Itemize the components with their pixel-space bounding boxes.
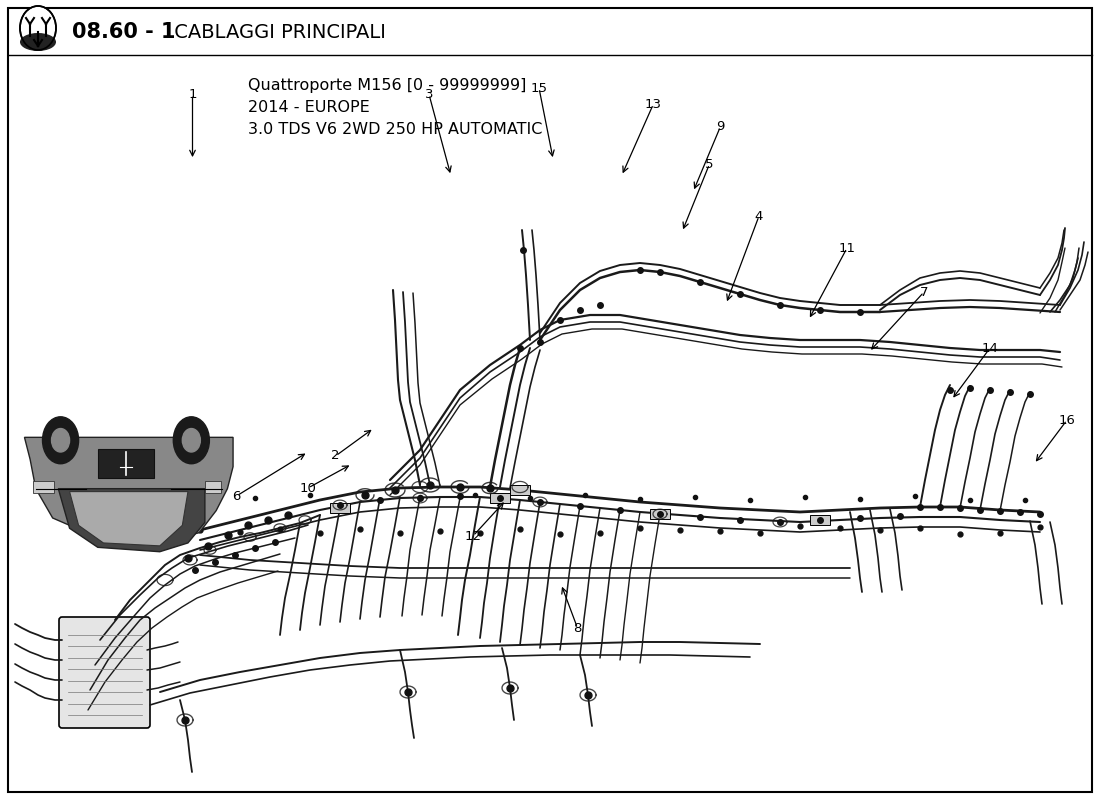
Text: 14: 14 [981, 342, 999, 354]
Ellipse shape [20, 33, 56, 51]
Text: 08.60 - 1: 08.60 - 1 [72, 22, 176, 42]
Text: 3.0 TDS V6 2WD 250 HP AUTOMATIC: 3.0 TDS V6 2WD 250 HP AUTOMATIC [248, 122, 542, 137]
Text: 5: 5 [705, 158, 714, 170]
Text: 2: 2 [331, 450, 340, 462]
Bar [98, 449, 154, 478]
Text: 7: 7 [920, 286, 928, 298]
Text: 16: 16 [1058, 414, 1076, 426]
Text: 15: 15 [530, 82, 548, 94]
Circle shape [52, 429, 69, 452]
Polygon shape [24, 438, 233, 540]
Text: 9: 9 [716, 120, 725, 133]
Text: 1: 1 [188, 88, 197, 101]
Bar [510, 485, 530, 495]
Ellipse shape [20, 6, 56, 50]
Circle shape [174, 417, 209, 464]
Bar [810, 515, 830, 525]
Text: 13: 13 [645, 98, 662, 110]
Circle shape [183, 429, 200, 452]
Polygon shape [58, 489, 205, 552]
Bar [490, 493, 510, 503]
Text: 11: 11 [838, 242, 856, 254]
Text: 3: 3 [425, 88, 433, 101]
FancyBboxPatch shape [59, 617, 150, 728]
Text: 12: 12 [464, 530, 482, 542]
Bar [330, 503, 350, 513]
Text: CABLAGGI PRINCIPALI: CABLAGGI PRINCIPALI [168, 22, 386, 42]
Text: 8: 8 [573, 622, 582, 634]
Bar [33, 482, 54, 493]
Bar [205, 482, 221, 493]
Text: Quattroporte M156 [0 - 99999999]: Quattroporte M156 [0 - 99999999] [248, 78, 527, 93]
Text: 6: 6 [232, 490, 241, 502]
Text: 2014 - EUROPE: 2014 - EUROPE [248, 100, 370, 115]
Bar [650, 509, 670, 519]
Polygon shape [69, 491, 188, 546]
Text: 4: 4 [755, 210, 763, 222]
Text: 10: 10 [299, 482, 317, 494]
Circle shape [43, 417, 78, 464]
